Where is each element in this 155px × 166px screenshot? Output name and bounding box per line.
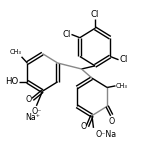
Text: O⁻: O⁻ xyxy=(32,107,42,117)
Text: Cl: Cl xyxy=(119,55,128,64)
Text: O⁻Na: O⁻Na xyxy=(95,129,116,138)
Text: O: O xyxy=(80,122,87,131)
Text: Cl: Cl xyxy=(62,30,71,39)
Text: CH₃: CH₃ xyxy=(9,49,21,55)
Text: HO: HO xyxy=(5,77,18,86)
Text: O: O xyxy=(108,117,115,126)
Text: CH₃: CH₃ xyxy=(116,83,128,89)
Text: Na⁺: Na⁺ xyxy=(25,113,40,122)
Text: Cl: Cl xyxy=(91,9,99,19)
Text: O: O xyxy=(26,95,32,104)
